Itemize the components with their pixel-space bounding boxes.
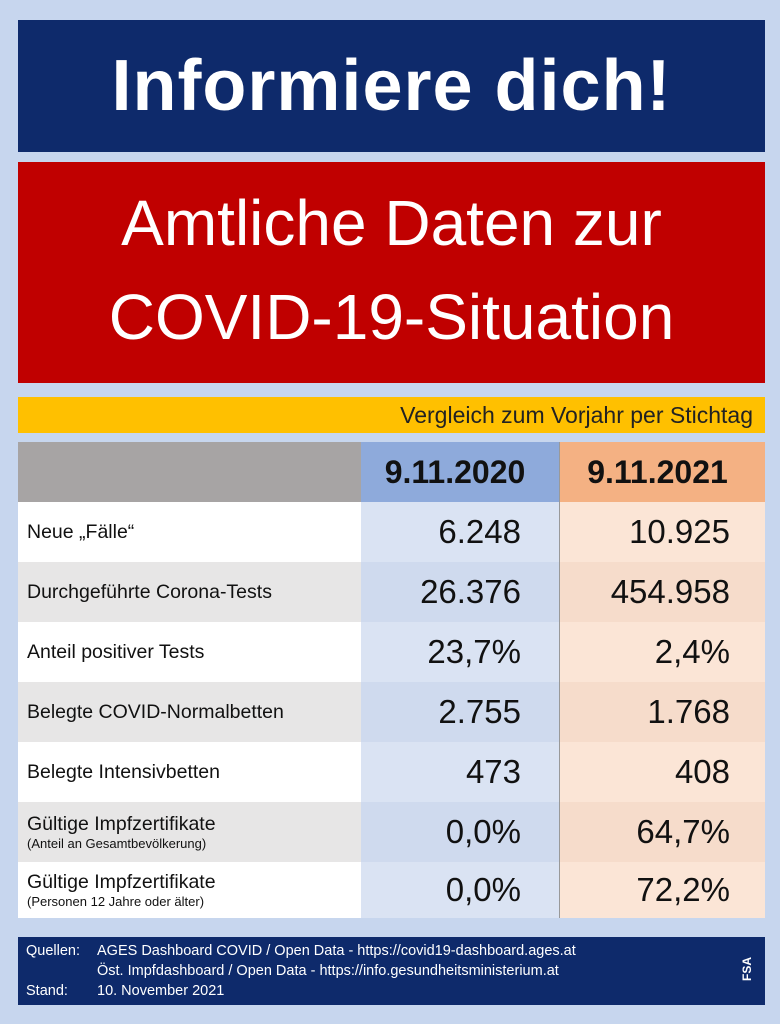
row-label: Durchgeführte Corona-Tests <box>27 580 272 603</box>
table-row: Durchgeführte Corona-Tests 26.376 454.95… <box>18 562 765 622</box>
value-2020: 0,0% <box>361 862 560 918</box>
row-label-cell: Gültige Impfzertifikate (Anteil an Gesamt… <box>18 802 361 862</box>
row-label: Belegte COVID-Normalbetten <box>27 700 284 723</box>
value-2021: 64,7% <box>560 802 765 862</box>
row-label-cell: Belegte COVID-Normalbetten <box>18 682 361 742</box>
value-2021: 1.768 <box>560 682 765 742</box>
value-2020: 0,0% <box>361 802 560 862</box>
main-title: Informiere dich! <box>18 20 765 152</box>
value-2020: 6.248 <box>361 502 560 562</box>
value-2020: 473 <box>361 742 560 802</box>
value-2020: 2.755 <box>361 682 560 742</box>
table-row: Anteil positiver Tests 23,7% 2,4% <box>18 622 765 682</box>
row-note: (Personen 12 Jahre oder älter) <box>27 894 205 909</box>
row-label-cell: Belegte Intensivbetten <box>18 742 361 802</box>
row-label: Gültige Impfzertifikate <box>27 813 216 835</box>
row-label-cell: Anteil positiver Tests <box>18 622 361 682</box>
comparison-label: Vergleich zum Vorjahr per Stichtag <box>18 397 765 433</box>
value-2021: 408 <box>560 742 765 802</box>
row-label-cell: Gültige Impfzertifikate (Personen 12 Jahr… <box>18 862 361 918</box>
date-label: Stand: <box>26 983 68 999</box>
row-label: Belegte Intensivbetten <box>27 760 220 783</box>
source-2: Öst. Impfdashboard / Open Data - https:/… <box>97 963 559 979</box>
value-2021: 10.925 <box>560 502 765 562</box>
date: 10. November 2021 <box>97 983 225 999</box>
table-row: Belegte Intensivbetten 473 408 <box>18 742 765 802</box>
row-label: Gültige Impfzertifikate <box>27 871 216 893</box>
table-row: Gültige Impfzertifikate (Anteil an Gesamt… <box>18 802 765 862</box>
table-row: Gültige Impfzertifikate (Personen 12 Jahr… <box>18 862 765 918</box>
sources-label: Quellen: <box>26 943 81 959</box>
row-note: (Anteil an Gesamtbevölkerung) <box>27 836 207 851</box>
subtitle-line-2: COVID-19-Situation <box>108 281 675 353</box>
row-label-cell: Durchgeführte Corona-Tests <box>18 562 361 622</box>
footer: Quellen: AGES Dashboard COVID / Open Data… <box>18 937 765 1005</box>
row-label: Anteil positiver Tests <box>27 640 205 663</box>
value-2021: 454.958 <box>560 562 765 622</box>
row-label: Neue „Fälle“ <box>27 520 135 543</box>
data-table: 9.11.2020 9.11.2021 Neue „Fälle“ 6.248 1… <box>18 442 765 918</box>
value-2020: 26.376 <box>361 562 560 622</box>
row-label-cell: Neue „Fälle“ <box>18 502 361 562</box>
author-mark: FSA <box>740 957 754 981</box>
value-2020: 23,7% <box>361 622 560 682</box>
value-2021: 72,2% <box>560 862 765 918</box>
table-row: Belegte COVID-Normalbetten 2.755 1.768 <box>18 682 765 742</box>
header-empty <box>18 442 361 502</box>
subtitle-line-1: Amtliche Daten zur <box>121 187 662 259</box>
source-1: AGES Dashboard COVID / Open Data - https… <box>97 943 576 959</box>
table-header: 9.11.2020 9.11.2021 <box>18 442 765 502</box>
header-2021: 9.11.2021 <box>560 442 765 502</box>
table-row: Neue „Fälle“ 6.248 10.925 <box>18 502 765 562</box>
subtitle: Amtliche Daten zur COVID-19-Situation <box>18 162 765 383</box>
header-2020: 9.11.2020 <box>361 442 560 502</box>
value-2021: 2,4% <box>560 622 765 682</box>
